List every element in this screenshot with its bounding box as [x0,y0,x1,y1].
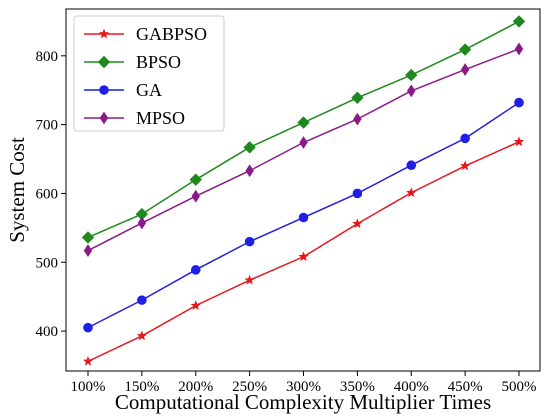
legend-entry: MPSO [84,108,185,128]
data-point [297,116,310,129]
data-point [458,43,472,56]
series-layer [81,15,526,366]
data-point [351,91,364,104]
data-point [352,218,363,229]
data-point [190,300,201,310]
x-tick-label: 450% [448,379,483,395]
legend-label: GA [136,80,162,100]
data-point [82,355,94,366]
y-tick-label: 500 [36,255,59,271]
data-point [136,330,148,341]
x-tick-label: 150% [124,379,159,395]
y-tick-label: 700 [36,118,59,134]
x-tick-label: 500% [502,379,537,395]
data-point [137,216,147,230]
data-point [191,189,200,203]
x-axis-label: Computational Complexity Multiplier Time… [115,390,491,414]
y-tick-label: 400 [36,324,59,340]
data-point [83,244,93,257]
legend-label: BPSO [136,52,181,72]
y-tick-label: 800 [36,49,59,65]
data-point [514,42,524,56]
legend-marker [99,111,109,125]
data-point [244,236,255,247]
series-ga [83,97,524,333]
data-point [512,15,526,28]
x-tick-label: 200% [178,379,213,395]
y-axis-label: System Cost [5,137,29,243]
series-mpso [83,42,524,257]
data-point [406,187,417,198]
data-point [459,160,471,171]
data-point [298,212,309,223]
data-point [352,188,363,199]
data-point [513,136,525,147]
data-point [514,97,524,108]
legend-label: MPSO [136,108,185,128]
legend-marker [99,85,109,95]
legend-entry: GA [84,80,162,100]
data-point [406,160,417,171]
data-point [405,68,418,82]
data-point [190,265,201,275]
data-point [460,133,470,144]
legend-box [73,15,225,132]
data-point [243,141,256,154]
x-tick-label: 400% [394,379,429,395]
y-tick-label: 600 [36,186,59,202]
data-point [353,112,362,126]
x-tick-label: 250% [232,379,267,395]
data-point [135,207,149,221]
series-gabpso [82,136,525,366]
data-point [83,322,93,333]
data-point [244,274,255,285]
data-point [407,84,416,98]
data-point [245,164,254,178]
data-point [298,251,309,262]
ticks-layer: 400 500 600 700 800 100% 150% 200% 250% 300% 350% 4… [36,49,537,395]
legend-marker [97,55,111,69]
legend: GABPSO BPSO GA MPSO [73,15,225,132]
x-tick-label: 100% [71,379,106,395]
data-point [299,136,308,149]
x-tick-label: 350% [340,379,375,395]
data-point [81,231,95,244]
legend-entry: BPSO [84,52,181,72]
legend-entry: GABPSO [84,24,207,44]
data-point [189,173,202,186]
x-tick-label: 300% [286,379,321,395]
legend-marker [98,28,110,39]
data-point [137,295,147,305]
data-point [460,63,470,76]
series-bpso [81,15,526,244]
legend-label: GABPSO [136,24,207,44]
